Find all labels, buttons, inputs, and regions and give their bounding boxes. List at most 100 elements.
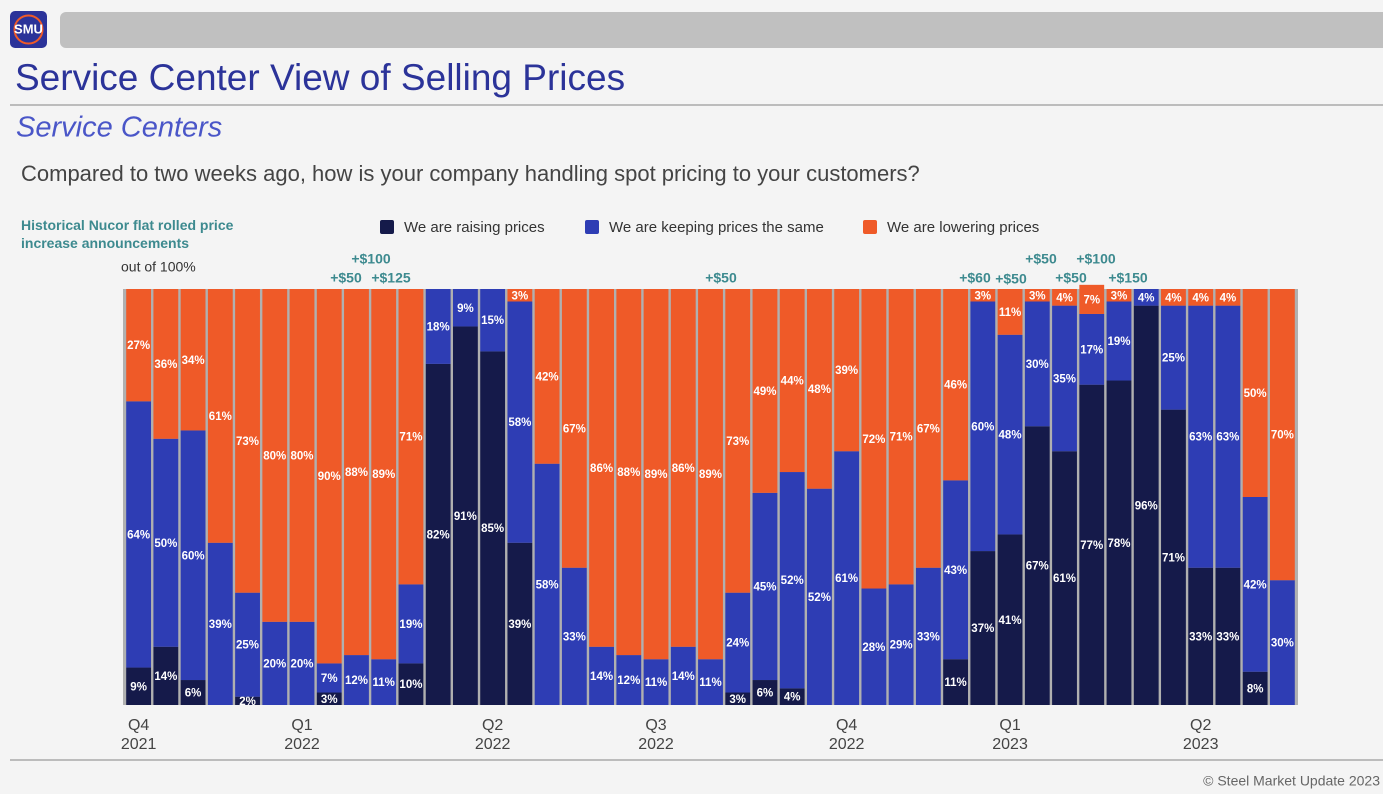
data-label: 11%: [373, 677, 395, 689]
bar-segment: [670, 289, 696, 647]
bar-segment: [670, 646, 696, 705]
bar-segment: [943, 289, 969, 481]
data-label: 3%: [512, 290, 529, 302]
data-label: 4%: [1192, 292, 1209, 304]
bar-segment: [970, 301, 996, 552]
data-label: 9%: [130, 681, 147, 693]
bar-segment: [1242, 671, 1268, 705]
data-label: 58%: [508, 417, 531, 429]
bar-segment: [235, 696, 260, 705]
legend-swatch: [585, 220, 599, 234]
data-label: 17%: [1080, 344, 1103, 356]
bar-segment: [779, 688, 805, 705]
bar-segment: [289, 621, 315, 705]
bar-segment: [126, 667, 152, 705]
data-label: 4%: [1138, 292, 1155, 304]
bar-segment: [1161, 289, 1186, 306]
data-label: 19%: [1107, 336, 1130, 348]
bar-segment: [1269, 580, 1295, 705]
data-label: 80%: [263, 450, 286, 462]
data-label: 3%: [729, 694, 746, 706]
data-label: 85%: [481, 523, 504, 535]
bar-segment: [316, 289, 342, 664]
data-label: 91%: [454, 511, 477, 523]
data-label: 48%: [999, 430, 1022, 442]
bar-segment: [1079, 384, 1105, 705]
data-label: 14%: [590, 671, 613, 683]
title: Service Center View of Selling Prices: [15, 57, 625, 98]
bar-segment: [180, 289, 206, 431]
bar-segment: [698, 289, 723, 660]
data-label: 3%: [1111, 290, 1128, 302]
bar-segment: [344, 655, 369, 705]
bar-segment: [1188, 305, 1214, 568]
annotation: +$125: [371, 270, 411, 286]
bar-segment: [1079, 313, 1105, 385]
bar-segment: [725, 692, 751, 705]
legend-swatch: [863, 220, 877, 234]
bar-segment: [1161, 409, 1186, 705]
legend-swatch: [380, 220, 394, 234]
data-label: 39%: [835, 365, 858, 377]
bar-segment: [1133, 305, 1159, 705]
bar-segment: [452, 326, 478, 705]
data-label: 11%: [944, 677, 966, 689]
data-label: 9%: [457, 303, 474, 315]
data-label: 25%: [236, 640, 259, 652]
subtitle: Service Centers: [16, 112, 222, 144]
x-tick-label: Q4 2021: [120, 717, 157, 753]
bar-segment: [861, 588, 887, 705]
bar-segment: [316, 663, 342, 693]
annotation: +$150: [1108, 270, 1148, 286]
data-label: 4%: [784, 692, 801, 704]
bar-segment: [725, 289, 751, 593]
bar-segment: [1215, 567, 1241, 705]
data-label: 11%: [999, 307, 1021, 319]
bar-segment: [1052, 451, 1077, 705]
bar-segment: [507, 289, 533, 302]
data-label: 89%: [699, 469, 722, 481]
data-label: 6%: [185, 688, 202, 700]
bar-segment: [1188, 289, 1214, 306]
bar-segment: [153, 646, 179, 705]
bar-segment: [752, 680, 778, 705]
data-label: 25%: [1162, 353, 1185, 365]
data-label: 28%: [862, 642, 885, 654]
legend-label: We are lowering prices: [887, 219, 1039, 236]
data-label: 33%: [917, 631, 940, 643]
data-label: 45%: [753, 581, 776, 593]
bar-segment: [616, 655, 642, 705]
data-label: 90%: [318, 471, 341, 483]
bar-segment: [1106, 289, 1132, 302]
bar-segment: [752, 492, 778, 681]
data-label: 42%: [1244, 579, 1267, 591]
data-label: 8%: [1247, 683, 1264, 695]
x-tick-label: Q3 2022: [638, 717, 674, 753]
bar-segment: [398, 663, 424, 705]
bar-segment: [126, 289, 152, 402]
data-label: 63%: [1189, 432, 1212, 444]
x-tick-label: Q1 2022: [284, 717, 320, 753]
annotation: +$50: [995, 271, 1027, 287]
bar-segment: [534, 289, 560, 464]
bar-segment: [1269, 289, 1295, 581]
data-label: 71%: [1162, 552, 1185, 564]
bar-segment: [943, 480, 969, 660]
data-label: 63%: [1216, 432, 1239, 444]
bar-segment: [1161, 305, 1186, 410]
data-label: 2%: [239, 696, 256, 708]
bar-segment: [970, 289, 996, 302]
bar-segment: [180, 680, 206, 705]
bar-segment: [698, 659, 723, 705]
bar-segment: [153, 289, 179, 439]
data-label: 7%: [1083, 294, 1100, 306]
bar-segment: [1242, 497, 1268, 672]
data-label: 44%: [781, 376, 804, 388]
bar-segment: [834, 289, 860, 452]
data-label: 88%: [617, 467, 640, 479]
data-label: 29%: [890, 640, 913, 652]
data-label: 70%: [1271, 430, 1294, 442]
bar-segment: [480, 351, 506, 705]
bar-segment: [344, 289, 369, 656]
